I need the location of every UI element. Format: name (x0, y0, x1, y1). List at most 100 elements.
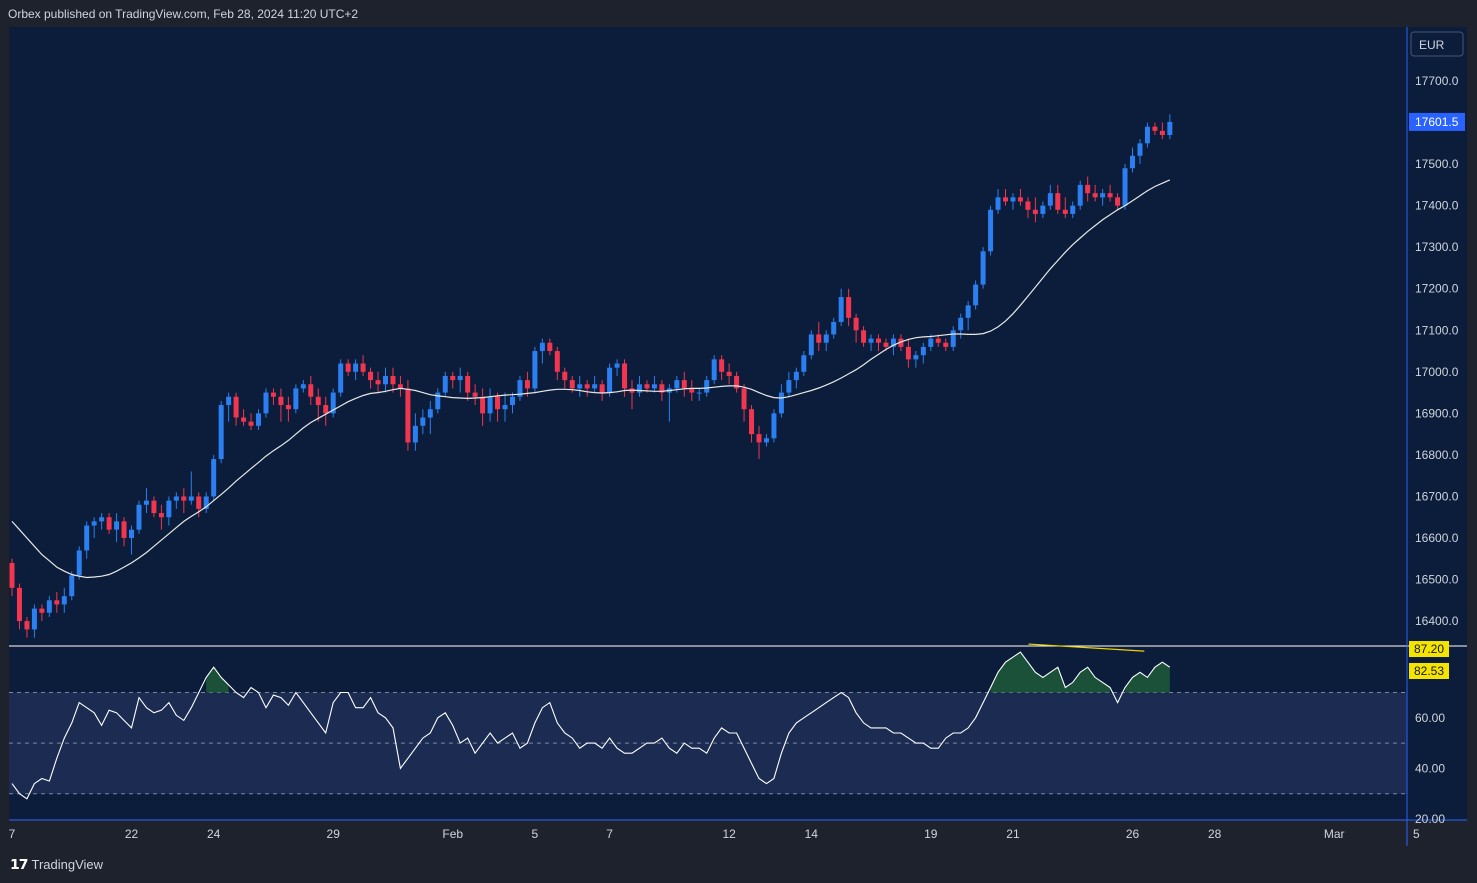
candle-body (554, 351, 560, 372)
candle-body (480, 396, 486, 414)
time-axis-tick: 7 (606, 827, 613, 841)
time-axis-tick: 21 (1006, 827, 1020, 841)
candle-body (1055, 193, 1061, 210)
candle-body (1032, 209, 1038, 214)
candle-body (778, 392, 784, 414)
candle-body (1010, 197, 1016, 202)
candle-body (876, 338, 882, 343)
candle-body (577, 384, 583, 389)
candle-body (61, 596, 67, 605)
candle-body (935, 338, 941, 343)
candle-body (233, 396, 239, 418)
candle-body (704, 380, 710, 393)
candle-body (308, 384, 314, 397)
candle-body (636, 384, 642, 393)
candle-body (1144, 126, 1150, 144)
candle-body (509, 396, 515, 406)
price-axis-tick: 17700.0 (1415, 74, 1459, 88)
candle-body (801, 355, 807, 372)
candle-body (622, 363, 628, 389)
candle-body (450, 375, 456, 381)
price-axis-tick: 16600.0 (1415, 531, 1459, 545)
candle-body (375, 380, 381, 385)
price-axis-tick: 16500.0 (1415, 573, 1459, 587)
candle-body (487, 396, 493, 414)
candle-body (495, 396, 501, 410)
candle-body (741, 388, 747, 410)
candle-body (106, 517, 112, 530)
candle-body (442, 375, 448, 393)
currency-button[interactable]: EUR (1410, 31, 1464, 57)
candle-body (397, 384, 403, 389)
candle-body (614, 363, 620, 368)
candle-body (1040, 205, 1046, 214)
time-axis-tick: 22 (125, 827, 139, 841)
candle-body (143, 500, 149, 505)
candle-body (562, 371, 568, 381)
candle-body (995, 197, 1001, 210)
candle-body (726, 371, 732, 376)
candle-body (211, 459, 217, 497)
candle-body (91, 521, 97, 526)
svg-text:87.20: 87.20 (1414, 642, 1444, 656)
candle-body (457, 375, 463, 381)
candle-body (173, 496, 179, 501)
candle-body (31, 608, 37, 630)
candle-body (1003, 197, 1009, 202)
time-axis-tick: 7 (9, 827, 16, 841)
candle-body (651, 384, 657, 389)
candle-body (241, 417, 247, 422)
candle-body (928, 338, 934, 347)
tradingview-brand[interactable]: 𝟭𝟳 TradingView (10, 856, 103, 873)
candle-body (1085, 184, 1091, 194)
candle-body (24, 621, 30, 630)
price-pane-bg (9, 27, 1407, 646)
candle-body (756, 434, 762, 443)
candle-body (1025, 201, 1031, 210)
candle-body (831, 321, 837, 335)
last-price-label: 17601.5 (1409, 112, 1465, 131)
candle-body (300, 384, 306, 389)
candle-body (196, 496, 202, 509)
candle-body (846, 297, 852, 318)
candle-body (973, 284, 979, 306)
candle-body (69, 575, 75, 597)
time-axis-tick: Feb (442, 827, 463, 841)
time-axis-tick: 5 (1413, 827, 1420, 841)
candle-body (861, 330, 867, 343)
candle-body (1122, 168, 1128, 206)
candle-body (465, 375, 471, 393)
candle-body (569, 380, 575, 389)
candle-body (1107, 193, 1113, 198)
divergence-line[interactable] (1028, 643, 1145, 652)
candle-body (920, 346, 926, 356)
candle-body (980, 251, 986, 285)
rsi-axis-tick: 40.00 (1415, 761, 1445, 775)
candle-body (711, 359, 717, 381)
candle-body (913, 355, 919, 360)
candle-body (256, 413, 262, 426)
chart-svg[interactable]: 17800.017700.017600.017500.017400.017300… (0, 0, 1477, 850)
candle-body (338, 363, 344, 393)
candle-body (270, 392, 276, 397)
candle-body (54, 600, 60, 605)
candle-body (360, 363, 366, 372)
candle-body (1152, 126, 1158, 131)
candle-body (890, 338, 896, 347)
candle-body (517, 380, 523, 397)
candle-body (412, 425, 418, 443)
time-axis-tick: 28 (1208, 827, 1222, 841)
candle-body (592, 384, 598, 389)
candle-body (539, 342, 545, 352)
candle-body (853, 317, 859, 331)
price-axis-tick: 16900.0 (1415, 406, 1459, 420)
candle-body (151, 500, 157, 514)
price-axis-tick: 17000.0 (1415, 365, 1459, 379)
candle-body (472, 392, 478, 397)
publisher-caption: Orbex published on TradingView.com, Feb … (8, 7, 359, 21)
candle-body (950, 330, 956, 347)
candle-body (1159, 130, 1165, 136)
time-axis-tick: 24 (207, 827, 221, 841)
candle-body (793, 371, 799, 381)
time-axis-tick: Mar (1324, 827, 1345, 841)
